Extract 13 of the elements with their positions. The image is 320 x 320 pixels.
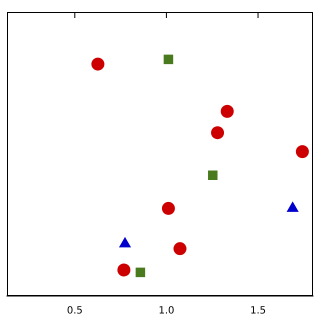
point [117,263,130,276]
point [136,268,146,278]
point [164,54,174,64]
point [208,170,218,180]
x-tick-label: 0.5 [66,306,83,317]
point [211,126,224,140]
x-tick-label: 1.5 [250,306,266,317]
point [162,202,175,215]
point [173,242,186,256]
x-tick-label: 1.0 [158,306,174,317]
point [91,58,104,71]
point [296,145,309,158]
point [220,104,234,118]
